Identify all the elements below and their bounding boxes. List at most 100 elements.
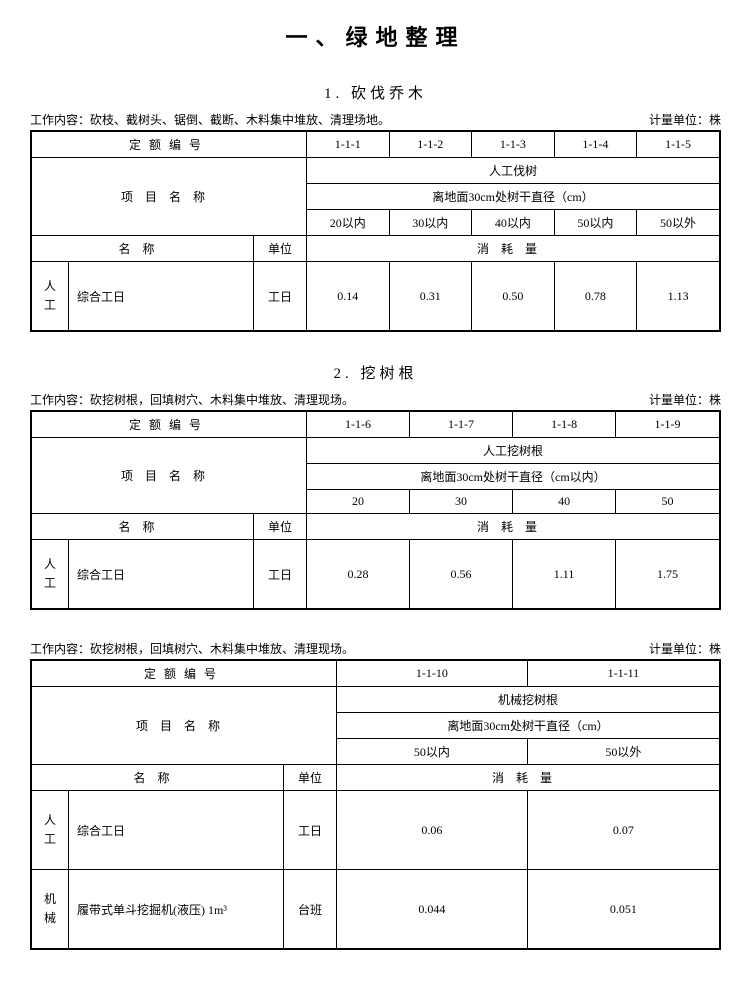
section2-title: 2. 挖树根 [30, 362, 721, 383]
table-row: 定额编号 1-1-10 1-1-11 [31, 660, 720, 687]
row-value: 1.13 [637, 262, 720, 332]
work-content-label: 工作内容： [30, 393, 90, 407]
table-row: 项目名称 人工挖树根 [31, 438, 720, 464]
section1-header-row: 工作内容：砍枝、截树头、锯倒、截断、木料集中堆放、清理场地。 计量单位：株 [30, 111, 721, 128]
section1-unit: 计量单位：株 [649, 111, 721, 128]
diameter-value: 50以内 [554, 210, 637, 236]
quota-code: 1-1-10 [337, 660, 528, 687]
diameter-value: 40 [513, 490, 616, 514]
quota-code: 1-1-2 [389, 131, 472, 158]
unit-label: 计量单位： [649, 642, 709, 656]
quota-code: 1-1-8 [513, 411, 616, 438]
work-content-text: 砍枝、截树头、锯倒、截断、木料集中堆放、清理场地。 [90, 113, 390, 127]
category: 人工伐树 [307, 158, 721, 184]
table-row: 名称 单位 消耗量 [31, 765, 720, 791]
table-row: 人工 综合工日 工日 0.06 0.07 [31, 791, 720, 870]
quota-code: 1-1-7 [410, 411, 513, 438]
quota-header: 定额编号 [31, 411, 307, 438]
row-value: 0.06 [337, 791, 528, 870]
table-row: 机械 履带式单斗挖掘机(液压) 1m³ 台班 0.044 0.051 [31, 870, 720, 950]
consumption-header: 消耗量 [307, 236, 721, 262]
consumption-header: 消耗量 [307, 514, 721, 540]
table-row: 名称 单位 消耗量 [31, 236, 720, 262]
project-header: 项目名称 [31, 158, 307, 236]
diameter-value: 50以外 [527, 739, 720, 765]
row-value: 0.07 [527, 791, 720, 870]
table-row: 名称 单位 消耗量 [31, 514, 720, 540]
section3-work-content: 工作内容：砍挖树根，回填树穴、木料集中堆放、清理现场。 [30, 640, 354, 657]
row-category: 人工 [31, 540, 69, 610]
section2-work-content: 工作内容：砍挖树根，回填树穴、木料集中堆放、清理现场。 [30, 391, 354, 408]
consumption-header: 消耗量 [337, 765, 721, 791]
row-category: 人工 [31, 791, 69, 870]
section3-table: 定额编号 1-1-10 1-1-11 项目名称 机械挖树根 离地面30cm处树干… [30, 659, 721, 950]
section1-title: 1. 砍伐乔木 [30, 82, 721, 103]
row-name: 综合工日 [69, 262, 254, 332]
row-value: 1.11 [513, 540, 616, 610]
unit-header: 单位 [254, 236, 307, 262]
row-value: 0.50 [472, 262, 555, 332]
diameter-label: 离地面30cm处树干直径（cm） [337, 713, 721, 739]
row-category: 机械 [31, 870, 69, 950]
unit-header: 单位 [254, 514, 307, 540]
row-value: 0.14 [307, 262, 390, 332]
section2-unit: 计量单位：株 [649, 391, 721, 408]
quota-code: 1-1-5 [637, 131, 720, 158]
category: 机械挖树根 [337, 687, 721, 713]
diameter-value: 50以内 [337, 739, 528, 765]
diameter-value: 30以内 [389, 210, 472, 236]
project-header: 项目名称 [31, 687, 337, 765]
diameter-value: 20 [307, 490, 410, 514]
section2-header-row: 工作内容：砍挖树根，回填树穴、木料集中堆放、清理现场。 计量单位：株 [30, 391, 721, 408]
quota-code: 1-1-1 [307, 131, 390, 158]
work-content-label: 工作内容： [30, 642, 90, 656]
name-header: 名称 [31, 236, 254, 262]
diameter-value: 30 [410, 490, 513, 514]
row-value: 0.051 [527, 870, 720, 950]
category: 人工挖树根 [307, 438, 721, 464]
quota-header: 定额编号 [31, 660, 337, 687]
diameter-label: 离地面30cm处树干直径（cm） [307, 184, 721, 210]
diameter-value: 50 [616, 490, 720, 514]
row-value: 0.044 [337, 870, 528, 950]
row-unit: 工日 [254, 262, 307, 332]
diameter-label: 离地面30cm处树干直径（cm以内） [307, 464, 721, 490]
table-row: 定额编号 1-1-1 1-1-2 1-1-3 1-1-4 1-1-5 [31, 131, 720, 158]
row-value: 0.31 [389, 262, 472, 332]
diameter-value: 20以内 [307, 210, 390, 236]
row-unit: 工日 [284, 791, 337, 870]
row-category: 人工 [31, 262, 69, 332]
unit-value: 株 [709, 113, 721, 127]
row-unit: 台班 [284, 870, 337, 950]
quota-code: 1-1-6 [307, 411, 410, 438]
diameter-value: 40以内 [472, 210, 555, 236]
row-value: 1.75 [616, 540, 720, 610]
row-value: 0.56 [410, 540, 513, 610]
unit-value: 株 [709, 642, 721, 656]
row-value: 0.28 [307, 540, 410, 610]
quota-header: 定额编号 [31, 131, 307, 158]
page-title: 一、绿地整理 [30, 20, 721, 52]
row-name: 综合工日 [69, 540, 254, 610]
quota-code: 1-1-3 [472, 131, 555, 158]
table-row: 定额编号 1-1-6 1-1-7 1-1-8 1-1-9 [31, 411, 720, 438]
row-unit: 工日 [254, 540, 307, 610]
table-row: 项目名称 机械挖树根 [31, 687, 720, 713]
row-name: 履带式单斗挖掘机(液压) 1m³ [69, 870, 284, 950]
table-row: 项目名称 人工伐树 [31, 158, 720, 184]
section1-table: 定额编号 1-1-1 1-1-2 1-1-3 1-1-4 1-1-5 项目名称 … [30, 130, 721, 332]
section3-header-row: 工作内容：砍挖树根，回填树穴、木料集中堆放、清理现场。 计量单位：株 [30, 640, 721, 657]
table-row: 人工 综合工日 工日 0.14 0.31 0.50 0.78 1.13 [31, 262, 720, 332]
section1-work-content: 工作内容：砍枝、截树头、锯倒、截断、木料集中堆放、清理场地。 [30, 111, 390, 128]
quota-code: 1-1-9 [616, 411, 720, 438]
work-content-text: 砍挖树根，回填树穴、木料集中堆放、清理现场。 [90, 393, 354, 407]
work-content-label: 工作内容： [30, 113, 90, 127]
name-header: 名称 [31, 514, 254, 540]
diameter-value: 50以外 [637, 210, 720, 236]
unit-value: 株 [709, 393, 721, 407]
quota-code: 1-1-11 [527, 660, 720, 687]
work-content-text: 砍挖树根，回填树穴、木料集中堆放、清理现场。 [90, 642, 354, 656]
section3-unit: 计量单位：株 [649, 640, 721, 657]
name-header: 名称 [31, 765, 284, 791]
unit-header: 单位 [284, 765, 337, 791]
